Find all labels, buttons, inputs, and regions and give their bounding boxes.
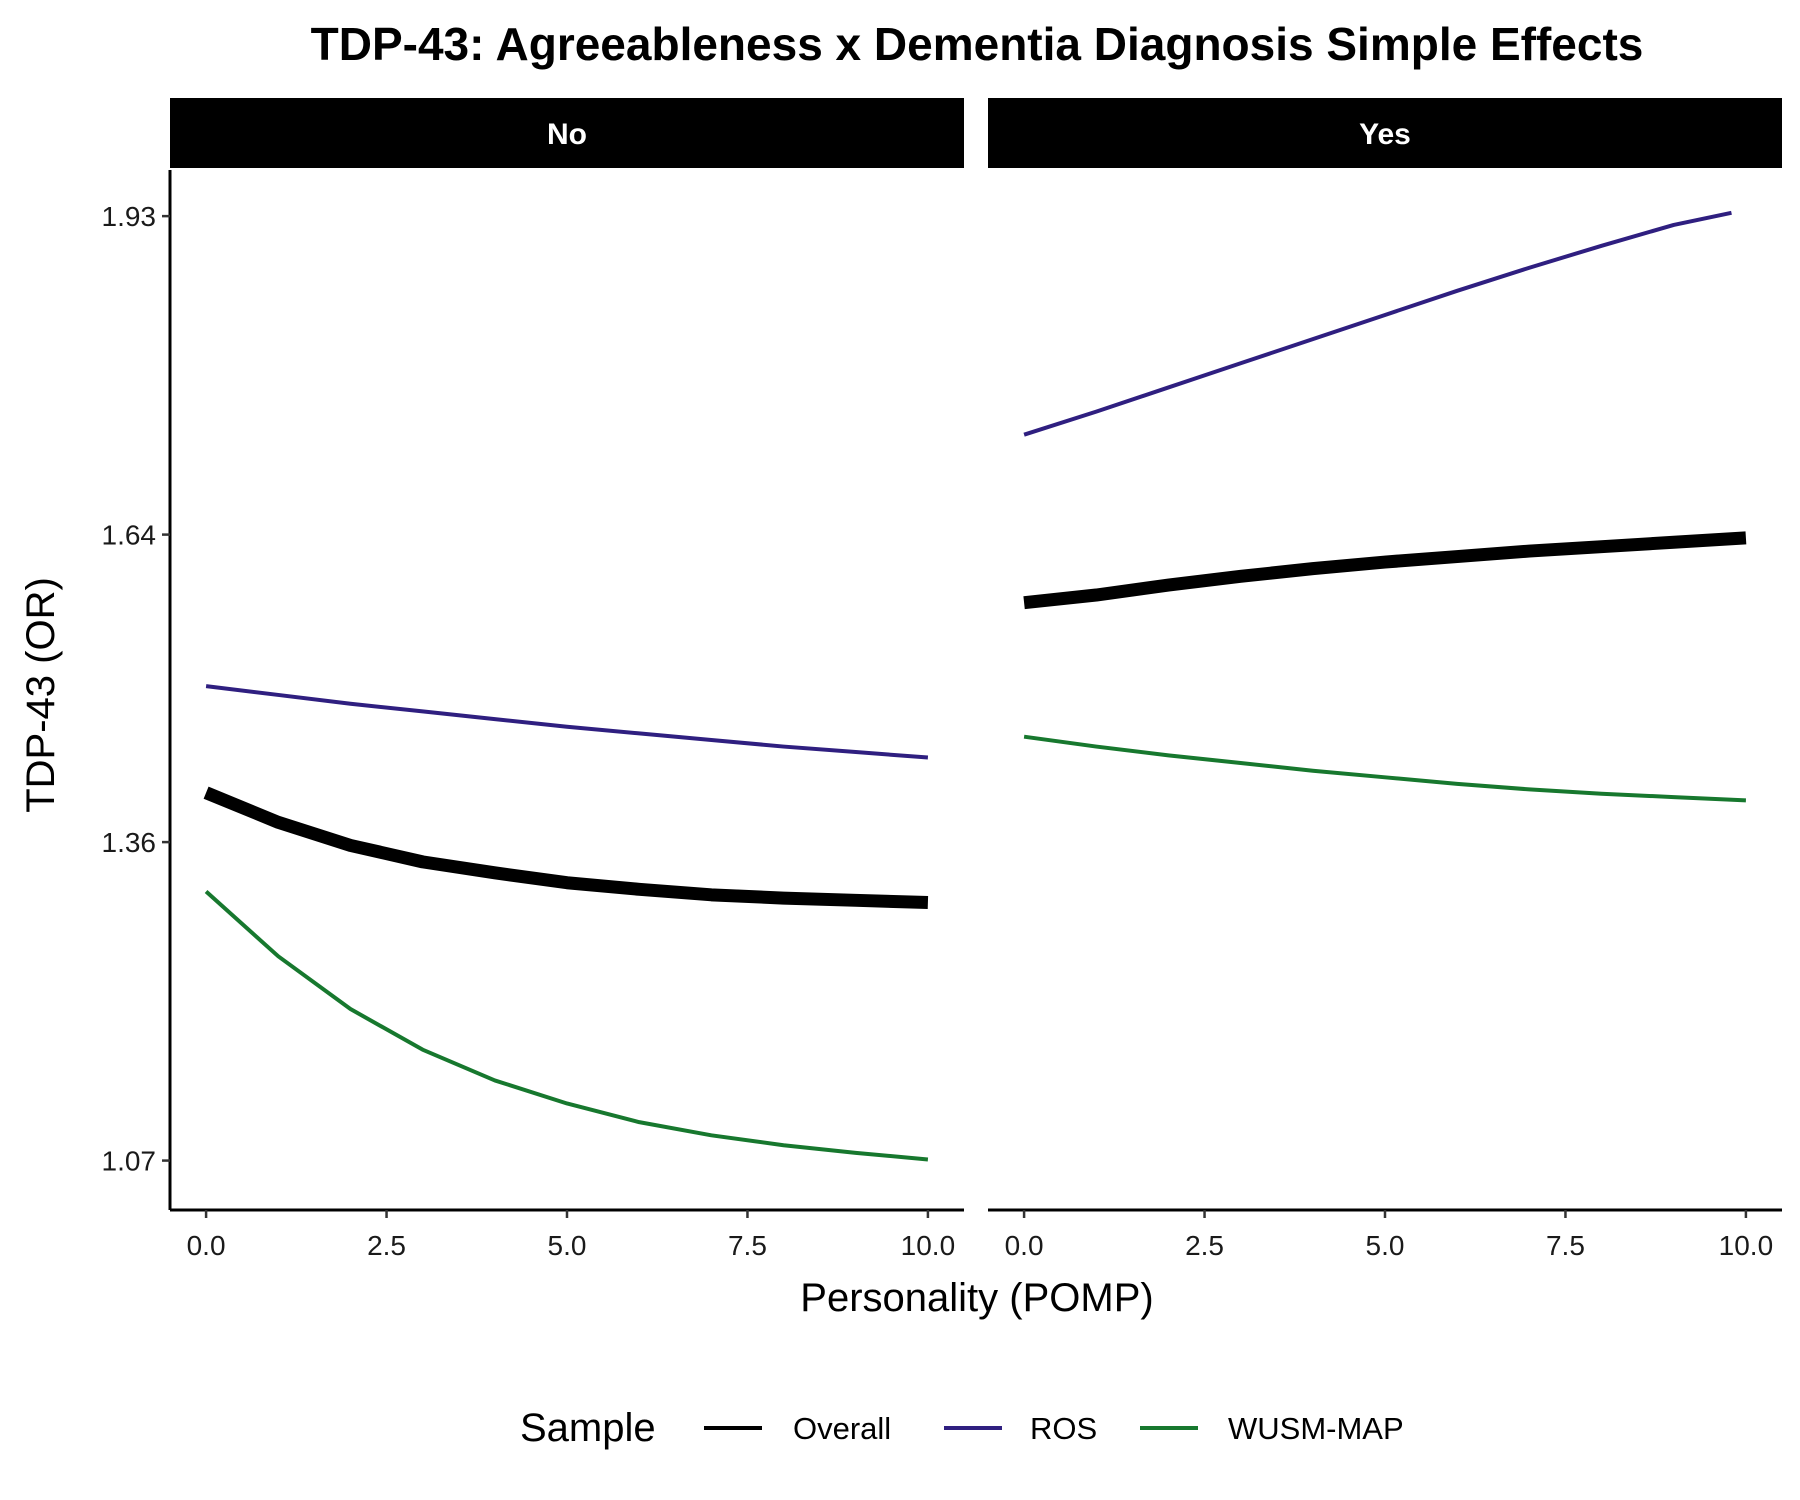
series-line-wusm-map-yes xyxy=(1023,734,1747,803)
y-tick-label: 1.07 xyxy=(102,1146,157,1177)
panel-strip-yes-background xyxy=(988,98,1782,168)
x-tick-label: 2.5 xyxy=(1185,1230,1224,1261)
legend: Sample Overall ROS WUSM-MAP xyxy=(520,1406,1404,1450)
panel-strip-no-background xyxy=(170,98,964,168)
x-tick-label: 7.5 xyxy=(1546,1230,1585,1261)
legend-label-overall: Overall xyxy=(793,1411,891,1446)
x-tick-label: 5.0 xyxy=(1366,1230,1405,1261)
x-tick-label: 0.0 xyxy=(187,1230,226,1261)
panel-strip-no: No xyxy=(170,98,964,168)
chart-title: TDP-43: Agreeableness x Dementia Diagnos… xyxy=(311,18,1644,70)
panel-strip-no-label: No xyxy=(547,118,587,151)
series-line-ros-yes xyxy=(1023,210,1732,437)
x-tick-label: 2.5 xyxy=(367,1230,406,1261)
series-line-wusm-map-no xyxy=(204,890,929,1162)
series-line-overall-yes xyxy=(1023,531,1747,610)
legend-label-wusm-map: WUSM-MAP xyxy=(1228,1411,1404,1446)
legend-title: Sample xyxy=(520,1406,656,1450)
x-tick-label: 5.0 xyxy=(548,1230,587,1261)
x-tick-label: 10.0 xyxy=(901,1230,956,1261)
x-tick-label: 0.0 xyxy=(1005,1230,1044,1261)
y-axis-title: TDP-43 (OR) xyxy=(19,577,63,813)
series-line-overall-no xyxy=(203,786,929,909)
panel-strip-yes-label: Yes xyxy=(1359,118,1411,151)
x-axis-title: Personality (POMP) xyxy=(800,1276,1153,1320)
series-line-ros-no xyxy=(205,684,929,760)
y-tick-label: 1.64 xyxy=(102,520,157,551)
x-tick-label: 10.0 xyxy=(1719,1230,1774,1261)
panel-strip-yes: Yes xyxy=(988,98,1782,168)
plot-panel-no xyxy=(203,684,929,1162)
x-tick-label: 7.5 xyxy=(728,1230,767,1261)
plot-panel-yes xyxy=(1023,210,1747,803)
legend-label-ros: ROS xyxy=(1030,1411,1097,1446)
y-tick-label: 1.36 xyxy=(102,827,157,858)
y-tick-label: 1.93 xyxy=(102,201,157,232)
axes: 1.07 1.36 1.64 1.93 0.0 2.5 5.0 7.5 10.0 0.0 2.5 5.… xyxy=(102,170,1782,1261)
